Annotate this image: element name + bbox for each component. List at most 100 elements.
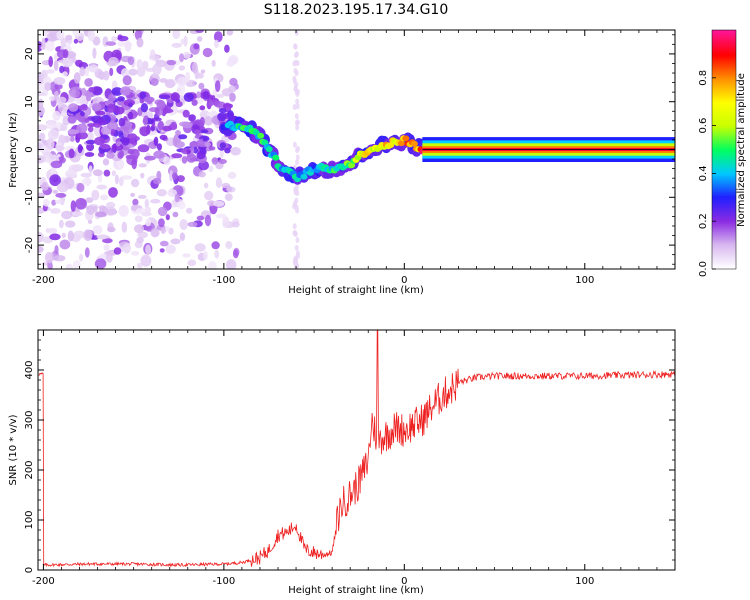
colorbar-segment [712,137,736,141]
spectrogram-noise-cell [46,120,57,130]
spectrogram-noise-cell [87,30,96,42]
spectrogram-noise-cell [228,54,239,65]
spectrogram-ridge-cell [402,135,410,142]
spectrogram-noise-cell [95,110,106,116]
spectrogram-noise-cell [228,85,237,93]
spectrogram-noise-cell [44,156,51,163]
spectrogram-noise-cell [134,224,145,234]
colorbar-segment [712,217,736,220]
spectrogram-noise-cell [193,146,199,154]
spectrogram-noise-cell [102,70,110,81]
y-tick-label: 20 [24,48,35,61]
spectrogram-noise-cell [51,199,57,206]
colorbar-segment [712,227,736,230]
spectrogram-noise-cell [73,230,86,239]
spectrogram-noise-cell [173,141,185,148]
spectrogram-noise-cell [140,103,148,113]
spectrogram-noise-cell [125,154,133,160]
spectrogram-noise-cell [83,229,93,241]
spectrogram-noise-cell [182,253,191,258]
spectrogram-noise-cell [171,172,178,180]
spectrogram-noise-cell [122,75,132,86]
spectrogram-noise-cell [165,214,170,221]
y-tick-label: -20 [24,237,35,253]
spectrogram-noise-cell [87,219,93,224]
spectrogram-noise-cell [175,130,181,136]
colorbar-segment [712,85,736,89]
spectrogram-noise-cell [50,165,56,177]
spectrogram-noise-cell [186,149,191,155]
spectrogram-noise-cell [96,184,108,190]
colorbar-tick-label: 0.8 [698,70,709,86]
spectrogram-noise-cell [121,137,130,146]
spectrogram-noise-cell [170,92,180,102]
spectrogram-noise-cell [198,82,205,90]
spectrogram-noise-cell [294,244,299,251]
spectrogram-noise-cell [293,230,297,237]
spectrogram-noise-cell [85,139,96,145]
y-tick-label: 0 [24,146,35,152]
colorbar-segment [712,65,736,69]
spectrogram-noise-cell [121,68,130,78]
spectrogram-noise-cell [149,49,156,60]
spectrogram-noise-cell [56,30,65,40]
spectrogram-noise-cell [137,262,143,269]
colorbar-segment [712,53,736,57]
spectrogram-noise-cell [183,35,188,47]
spectrogram-noise-cell [182,51,191,59]
colorbar-segment [712,155,736,159]
spectrogram-noise-cell [150,78,159,86]
spectrogram-noise-cell [144,198,149,209]
colorbar-segment [712,163,736,167]
colorbar-segment [712,167,736,171]
spectrogram-noise-cell [102,158,110,166]
spectrogram-noise-cell [68,148,75,159]
y-tick-label: 400 [24,360,35,379]
spectrogram-noise-cell [292,223,297,230]
spectrogram-ridge-cell [272,154,280,161]
spectrogram-noise-cell [215,213,227,219]
colorbar-segment [712,265,736,268]
spectrogram-noise-cell [48,95,55,102]
colorbar-segment [712,43,736,47]
spectrogram-noise-cell [91,103,102,111]
spectrogram-noise-cell [208,146,216,151]
spectrogram-noise-cell [84,152,95,157]
colorbar-segment [712,175,736,178]
spectrogram-noise-cell [130,192,136,197]
colorbar-segment [712,133,736,137]
spectrogram-noise-cell [189,141,199,149]
colorbar-tick-label: 0.4 [698,165,709,181]
spectrogram-noise-cell [73,72,81,84]
colorbar: 0.0 0.2 0.4 0.6 0.8 Normalized spectral ampl… [698,29,747,277]
spectrogram-noise-cell [202,47,213,58]
spectrogram-noise-cell [296,119,300,126]
colorbar-segment [712,69,736,73]
colorbar-segment [712,75,736,79]
colorbar-segment [712,173,736,176]
spectrogram-noise-cell [157,206,168,217]
spectrogram-noise-cell [186,207,193,214]
spectrogram-noise-cell [71,211,83,217]
spectrogram-noise-cell [118,205,129,217]
spectrogram-noise-cell [77,144,83,154]
colorbar-segment [712,35,736,39]
colorbar-segment [712,257,736,260]
spectrogram-noise-cell [295,184,299,191]
spectrogram-noise-cell [177,201,186,210]
colorbar-segment [712,153,736,157]
spectrogram-noise-cell [79,66,86,77]
spectrogram-noise-cell [294,70,299,76]
spectrogram-noise-cell [73,38,79,44]
spectrogram-noise-cell [76,123,88,134]
colorbar-segment [712,189,736,192]
colorbar-segment [712,31,736,35]
spectrogram-noise-cell [88,87,95,93]
spectrogram-noise-cell [103,244,110,251]
colorbar-segment [712,47,736,51]
spectrogram-noise-cell [55,145,65,152]
spectrogram-noise-cell [121,221,128,233]
spectrogram-noise-cell [102,238,113,244]
spectrogram-noise-cell [110,128,116,135]
spectrogram-noise-cell [94,258,107,269]
